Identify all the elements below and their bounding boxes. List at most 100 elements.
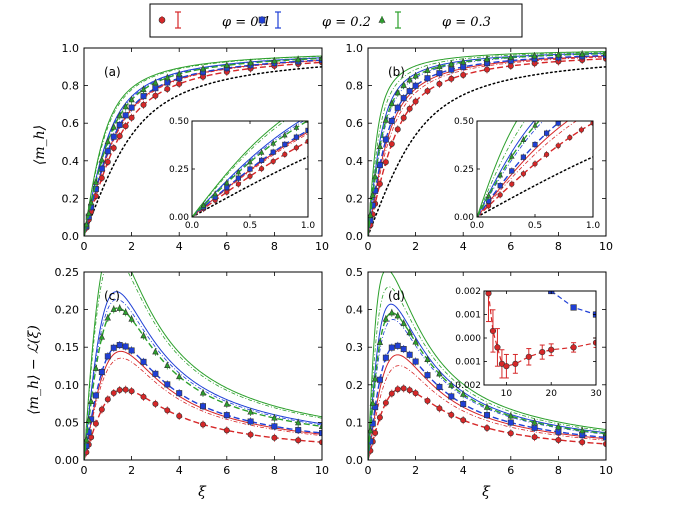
data-point bbox=[128, 114, 135, 121]
x-tick-label: 8 bbox=[555, 464, 562, 477]
data-point bbox=[424, 397, 431, 404]
data-point bbox=[590, 121, 593, 126]
x-tick-label: 6 bbox=[223, 464, 230, 477]
data-point bbox=[92, 420, 99, 427]
x-tick-label: 10 bbox=[599, 240, 613, 253]
data-point bbox=[497, 192, 503, 198]
data-point bbox=[376, 162, 383, 169]
x-tick-label: 30 bbox=[590, 389, 602, 399]
data-point bbox=[98, 406, 105, 413]
data-point bbox=[436, 70, 443, 77]
y-tick-label: 0.4 bbox=[62, 155, 80, 168]
data-point bbox=[497, 183, 503, 189]
data-point bbox=[543, 130, 550, 136]
x-tick-label: 10 bbox=[315, 240, 329, 253]
data-point bbox=[497, 171, 503, 178]
data-point bbox=[436, 62, 443, 70]
data-point bbox=[140, 358, 147, 365]
data-point bbox=[104, 158, 111, 165]
data-point bbox=[448, 381, 455, 388]
y-tick-label: 0.0 bbox=[346, 230, 364, 243]
data-point bbox=[128, 104, 135, 111]
data-point bbox=[520, 136, 527, 143]
data-point bbox=[579, 439, 586, 446]
data-point bbox=[388, 344, 395, 351]
fit-dashed bbox=[477, 122, 593, 217]
data-point bbox=[122, 123, 129, 130]
data-point bbox=[116, 387, 123, 394]
series-langevin bbox=[477, 156, 593, 217]
data-point bbox=[388, 390, 395, 397]
data-point bbox=[460, 417, 467, 424]
x-tick-label: 0 bbox=[365, 464, 372, 477]
data-point bbox=[98, 369, 105, 376]
legend-label-phi-02: φ = 0.2 bbox=[322, 15, 371, 30]
data-point bbox=[293, 145, 300, 151]
data-point bbox=[412, 338, 419, 345]
data-point bbox=[412, 390, 419, 397]
y-tick-label: 0.20 bbox=[55, 304, 80, 317]
data-point bbox=[271, 57, 278, 64]
data-point bbox=[531, 418, 538, 425]
data-point bbox=[200, 421, 207, 428]
x-tick-label: 2 bbox=[412, 464, 419, 477]
data-point bbox=[531, 52, 538, 59]
x-tick-label: 8 bbox=[271, 464, 278, 477]
data-point bbox=[483, 55, 491, 62]
data-point bbox=[388, 117, 395, 124]
data-point bbox=[602, 49, 606, 57]
theory-lower bbox=[368, 365, 606, 460]
data-point bbox=[448, 60, 455, 67]
theory-upper bbox=[84, 291, 322, 460]
data-point bbox=[555, 436, 562, 443]
y-tick-label: 0.1 bbox=[346, 416, 364, 429]
panel-c: 0 2 4 6 8 10 0.00 0.05 0.10 0.15 0.20 0.25 (c) bbox=[55, 266, 330, 477]
data-point bbox=[122, 386, 129, 393]
data-point bbox=[543, 151, 550, 158]
data-point bbox=[271, 423, 278, 430]
theory-lower bbox=[84, 299, 322, 460]
data-point bbox=[570, 344, 577, 351]
x-tick-label: 4 bbox=[176, 240, 183, 253]
x-tick-label: 6 bbox=[223, 240, 230, 253]
series-phi-1 bbox=[477, 121, 593, 217]
legend-label-phi-01: φ = 0.1 bbox=[222, 15, 271, 30]
data-point bbox=[531, 434, 538, 441]
data-point bbox=[400, 346, 407, 353]
data-point bbox=[376, 338, 384, 346]
data-point bbox=[400, 385, 407, 392]
data-point bbox=[532, 161, 538, 167]
data-point bbox=[85, 209, 92, 217]
panel-a_inset: 0.0 0.5 1.0 0.00 0.25 0.50 bbox=[169, 117, 315, 231]
data-point bbox=[483, 412, 490, 419]
theory-upper bbox=[477, 121, 569, 217]
data-point bbox=[110, 133, 117, 140]
data-point bbox=[388, 308, 395, 316]
data-point bbox=[448, 393, 455, 400]
y-tick-label: 0.001 bbox=[455, 311, 481, 321]
data-point bbox=[412, 358, 419, 365]
series-phi-3 bbox=[477, 121, 541, 217]
data-point bbox=[436, 370, 443, 377]
data-point bbox=[382, 315, 390, 322]
data-point bbox=[579, 50, 586, 57]
series-group bbox=[368, 49, 606, 236]
panel-label: (d) bbox=[388, 289, 405, 303]
data-point bbox=[548, 346, 555, 353]
y-tick-label: 1.0 bbox=[346, 42, 364, 55]
data-point bbox=[176, 70, 183, 77]
data-point bbox=[122, 343, 129, 350]
data-point bbox=[164, 73, 171, 81]
data-point bbox=[376, 142, 384, 149]
data-point bbox=[368, 426, 374, 434]
data-point bbox=[164, 381, 171, 388]
data-point bbox=[406, 351, 413, 358]
theory-lower bbox=[368, 286, 606, 460]
panel-d_inset: 10 20 30 0.002 0.001 0.000 0.001 0.002 bbox=[455, 287, 602, 399]
data-point bbox=[247, 59, 254, 66]
y-tick-label: 0.50 bbox=[169, 117, 189, 127]
series-group bbox=[192, 121, 308, 217]
data-point bbox=[116, 342, 123, 349]
data-point bbox=[382, 354, 389, 361]
data-point bbox=[520, 154, 526, 160]
